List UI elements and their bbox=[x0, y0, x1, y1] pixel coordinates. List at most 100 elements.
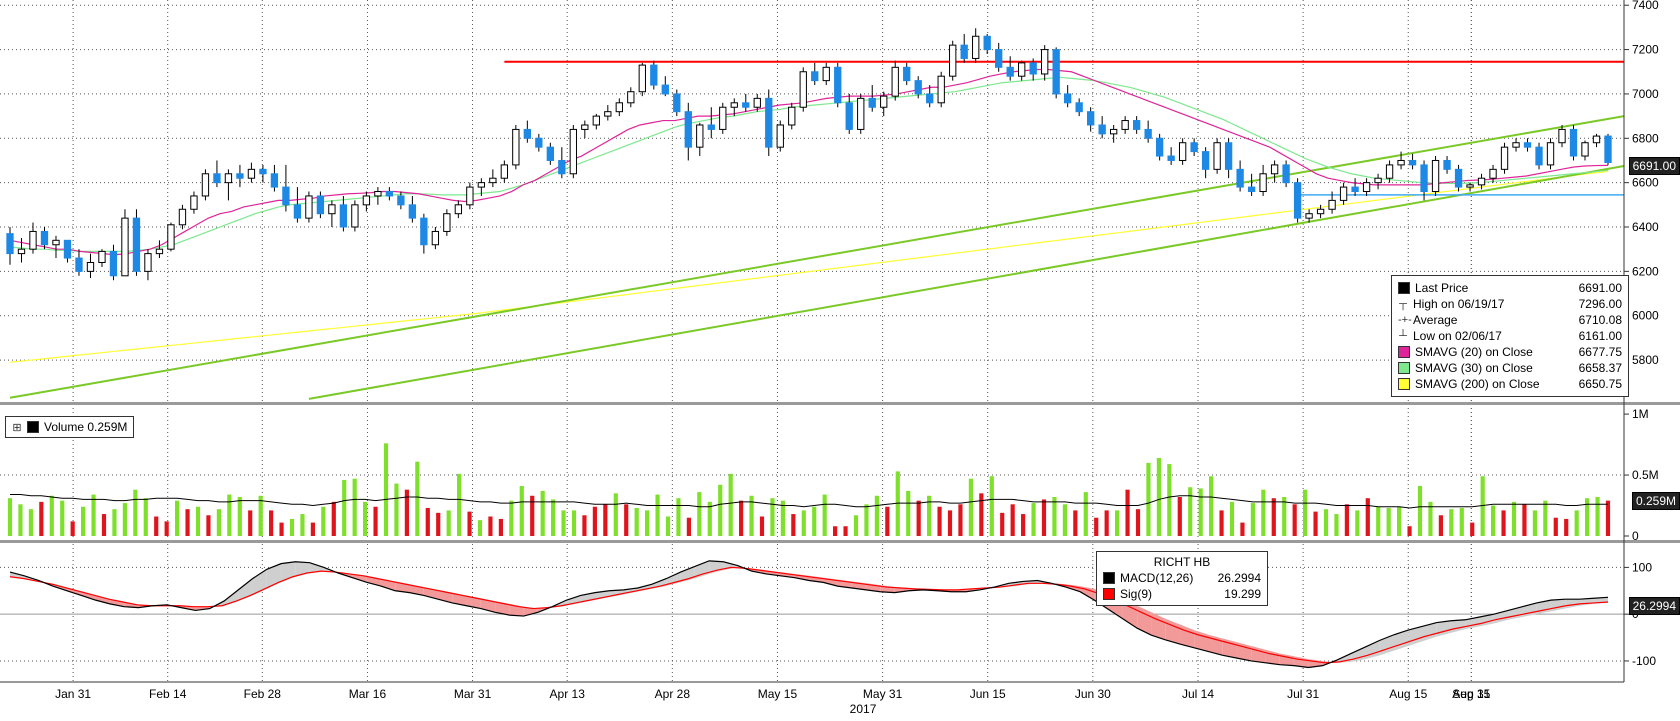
candle bbox=[236, 164, 244, 188]
candle-body bbox=[1247, 186, 1256, 193]
candle-body bbox=[178, 208, 187, 226]
candle-body bbox=[604, 111, 612, 117]
macd-fill-segment bbox=[67, 587, 82, 596]
macd-fill-segment bbox=[281, 561, 296, 583]
candle-body bbox=[1454, 168, 1463, 188]
volume-bar bbox=[1261, 489, 1266, 536]
candle bbox=[1581, 140, 1589, 161]
candle-body bbox=[1374, 177, 1382, 184]
candle-body bbox=[466, 186, 474, 206]
candle bbox=[707, 107, 715, 139]
candle bbox=[995, 42, 1003, 72]
candle-body bbox=[1305, 213, 1313, 219]
candle-body bbox=[190, 195, 198, 210]
candle bbox=[362, 191, 371, 212]
candle bbox=[615, 98, 623, 117]
candle bbox=[638, 62, 646, 97]
candle bbox=[1500, 142, 1509, 174]
macd-legend-row: Sig(9) 19.299 bbox=[1103, 586, 1261, 602]
volume-bar bbox=[613, 493, 618, 536]
volume-bar bbox=[958, 504, 963, 536]
candle-body bbox=[1604, 135, 1612, 163]
candle bbox=[167, 222, 175, 252]
candle-body bbox=[558, 159, 566, 175]
candle bbox=[696, 122, 704, 157]
legend-swatch bbox=[1398, 362, 1410, 374]
candle bbox=[1604, 133, 1612, 165]
candle bbox=[983, 34, 991, 55]
price-legend: Last Price 6691.00 ┬ High on 06/19/17 7296.0… bbox=[1391, 275, 1629, 397]
candle bbox=[937, 71, 945, 108]
candle-body bbox=[362, 195, 371, 206]
candle bbox=[1087, 107, 1095, 132]
volume-bar bbox=[853, 515, 859, 536]
candle bbox=[1397, 151, 1405, 170]
macd-legend-title: RICHT HB bbox=[1153, 555, 1211, 569]
volume-bar bbox=[895, 471, 900, 536]
candle bbox=[293, 187, 302, 223]
candle bbox=[155, 240, 164, 259]
expand-icon[interactable]: ⊞ bbox=[12, 421, 22, 434]
volume-bar bbox=[1115, 510, 1120, 536]
candle-body bbox=[914, 80, 922, 95]
volume-last-tag: 0.259M bbox=[1631, 492, 1680, 510]
macd-fill-segment bbox=[666, 572, 681, 587]
candle bbox=[972, 28, 980, 63]
volume-bar bbox=[728, 473, 733, 536]
volume-bar bbox=[1135, 509, 1141, 536]
candle-body bbox=[788, 106, 796, 126]
candle bbox=[1512, 138, 1520, 152]
candle-body bbox=[1293, 182, 1302, 219]
volume-bar bbox=[1219, 510, 1224, 536]
candle bbox=[1489, 164, 1497, 183]
volume-bar bbox=[1167, 464, 1172, 536]
legend-label: SMAVG (20) on Close bbox=[1415, 345, 1533, 359]
candle bbox=[960, 34, 968, 63]
candle bbox=[1155, 133, 1164, 161]
candle bbox=[822, 62, 830, 86]
macd-fill-segment bbox=[709, 560, 724, 574]
candle-body bbox=[1190, 142, 1198, 153]
macd-pane[interactable] bbox=[9, 560, 1609, 669]
candle bbox=[1362, 178, 1371, 196]
volume-bar bbox=[1041, 499, 1047, 536]
volume-bar bbox=[1188, 487, 1193, 536]
candle bbox=[1558, 124, 1566, 148]
legend-value: 6650.75 bbox=[1578, 377, 1622, 391]
volume-bar bbox=[269, 510, 274, 536]
candle-body bbox=[1477, 177, 1486, 186]
macd-fill-segment bbox=[95, 595, 110, 604]
volume-bar bbox=[1104, 510, 1109, 536]
candle-body bbox=[880, 95, 888, 108]
candle-body bbox=[1328, 199, 1336, 210]
macd-fill-segment bbox=[1237, 642, 1252, 661]
candle-body bbox=[1041, 49, 1049, 75]
candle-body bbox=[799, 71, 807, 108]
volume-bar bbox=[749, 495, 754, 536]
volume-bar bbox=[1292, 504, 1297, 536]
volume-bar bbox=[279, 522, 284, 536]
macd-fill-segment bbox=[81, 591, 96, 601]
legend-marker-icon: ┴ bbox=[1399, 330, 1407, 342]
candle bbox=[1535, 142, 1543, 170]
price-pane[interactable] bbox=[6, 28, 1625, 400]
volume-bar bbox=[1062, 504, 1067, 536]
candle bbox=[834, 62, 842, 108]
candle bbox=[282, 164, 290, 212]
candle bbox=[132, 209, 141, 276]
candle bbox=[546, 142, 554, 165]
volume-bar bbox=[415, 461, 420, 536]
candle-body bbox=[1408, 159, 1417, 166]
volume-bar bbox=[363, 501, 368, 536]
candle-body bbox=[581, 124, 589, 130]
volume-bar bbox=[81, 506, 86, 536]
legend-value: 7296.00 bbox=[1578, 297, 1622, 311]
candle-body bbox=[351, 204, 359, 228]
volume-swatch bbox=[27, 421, 39, 433]
legend-marker-icon: ┬ bbox=[1399, 298, 1407, 310]
candle-body bbox=[443, 213, 451, 232]
candle-body bbox=[1167, 155, 1175, 161]
volume-pane[interactable] bbox=[7, 443, 1611, 536]
candle-body bbox=[339, 204, 348, 228]
legend-value: 6658.37 bbox=[1578, 361, 1622, 375]
